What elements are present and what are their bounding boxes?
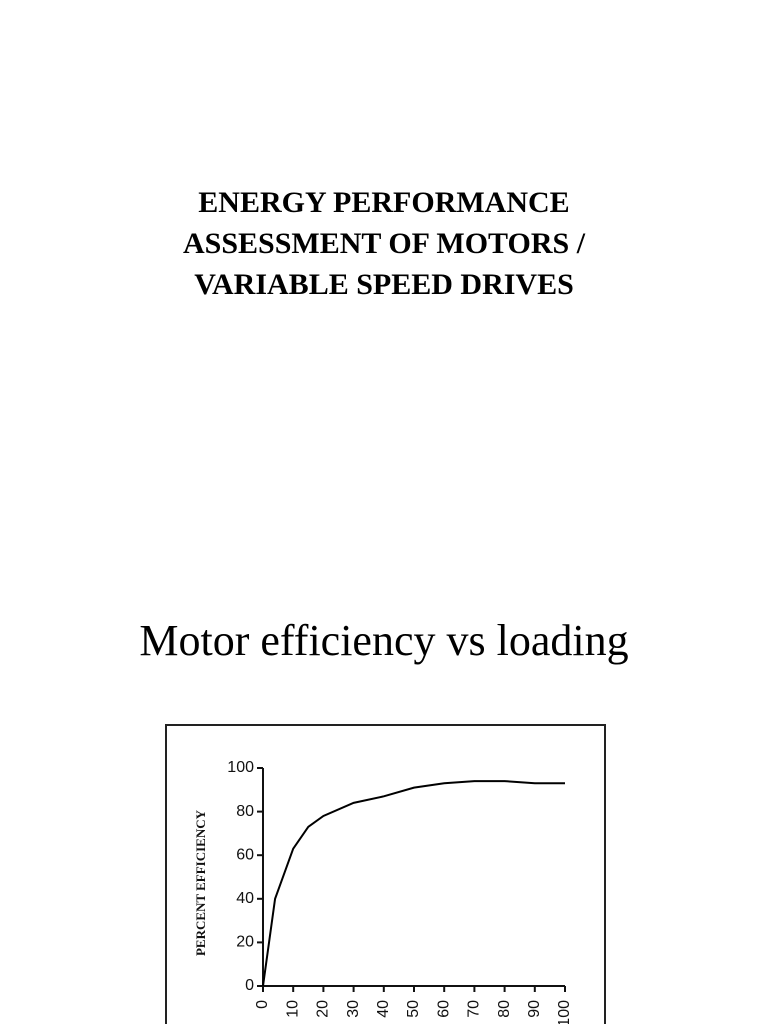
x-tick-label: 90 xyxy=(526,1000,543,1018)
efficiency-line xyxy=(262,780,565,987)
x-tick-label: 40 xyxy=(375,1000,392,1018)
x-tick-label: 0 xyxy=(254,1000,271,1009)
x-tick-label: 100 xyxy=(556,1000,573,1024)
x-tick-label: 30 xyxy=(345,1000,362,1018)
y-tick-label: 20 xyxy=(236,934,254,951)
title-line: ASSESSMENT OF MOTORS / xyxy=(183,227,586,260)
y-tick-label: 80 xyxy=(236,803,254,820)
y-axis-label: PERCENT EFFICIENCY xyxy=(193,809,208,956)
x-tick-label: 10 xyxy=(284,1000,301,1018)
x-tick-label: 70 xyxy=(466,1000,483,1018)
x-tick-label: 20 xyxy=(315,1000,332,1018)
title-line: ENERGY PERFORMANCE xyxy=(198,186,569,219)
x-tick-label: 60 xyxy=(435,1000,452,1018)
y-tick-label: 0 xyxy=(245,977,254,994)
caption: Motor efficiency vs loading xyxy=(139,616,628,665)
y-tick-label: 60 xyxy=(236,846,254,863)
y-tick-label: 40 xyxy=(236,890,254,907)
y-tick-label: 100 xyxy=(227,759,254,776)
x-tick-label: 80 xyxy=(496,1000,513,1018)
chart-frame xyxy=(165,724,606,1024)
x-tick-label: 50 xyxy=(405,1000,422,1018)
title-line: VARIABLE SPEED DRIVES xyxy=(194,268,574,301)
